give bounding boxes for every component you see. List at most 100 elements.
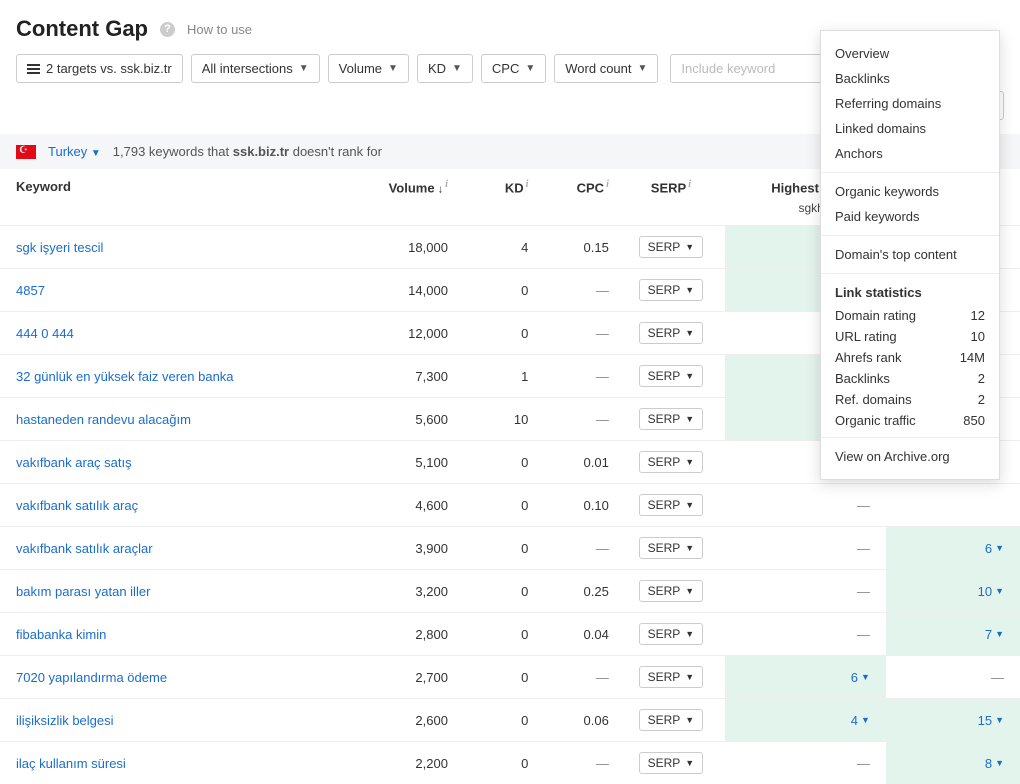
serp-button[interactable]: SERP▼	[639, 322, 704, 344]
stat-row: Ahrefs rank14M	[821, 347, 999, 368]
keyword-link[interactable]: vakıfbank satılık araçlar	[16, 541, 153, 556]
position-cell-1: —	[725, 742, 886, 784]
stat-row: Backlinks2	[821, 368, 999, 389]
kd-cell: 0	[456, 699, 536, 742]
help-icon[interactable]: ?	[160, 22, 175, 37]
serp-button[interactable]: SERP▼	[639, 666, 704, 688]
keyword-link[interactable]: bakım parası yatan iller	[16, 584, 150, 599]
kd-cell: 0	[456, 656, 536, 699]
keyword-link[interactable]: 4857	[16, 283, 45, 298]
volume-cell: 2,800	[349, 613, 456, 656]
keyword-count-text: 1,793 keywords that ssk.biz.tr doesn't r…	[113, 144, 382, 159]
stat-row: Ref. domains2	[821, 389, 999, 410]
kd-cell: 0	[456, 742, 536, 784]
link-statistics-title: Link statistics	[821, 280, 999, 305]
serp-button[interactable]: SERP▼	[639, 623, 704, 645]
keyword-link[interactable]: 444 0 444	[16, 326, 74, 341]
position-cell-1[interactable]: 4 ▼	[725, 699, 886, 742]
volume-cell: 2,200	[349, 742, 456, 784]
cpc-cell: —	[536, 312, 616, 355]
kd-cell: 0	[456, 312, 536, 355]
table-row: ilaç kullanım süresi2,2000—SERP▼—8 ▼	[0, 742, 1020, 784]
serp-button[interactable]: SERP▼	[639, 494, 704, 516]
volume-cell: 4,600	[349, 484, 456, 527]
stat-row: Organic traffic850	[821, 410, 999, 431]
volume-cell: 2,600	[349, 699, 456, 742]
volume-cell: 14,000	[349, 269, 456, 312]
kd-cell: 0	[456, 484, 536, 527]
position-cell-2[interactable]: 15 ▼	[886, 699, 1020, 742]
view-on-archive[interactable]: View on Archive.org	[821, 444, 999, 469]
dropdown-item[interactable]: Backlinks	[821, 66, 999, 91]
volume-cell: 18,000	[349, 226, 456, 269]
stat-row: Domain rating12	[821, 305, 999, 326]
position-cell-2[interactable]: 7 ▼	[886, 613, 1020, 656]
how-to-use-link[interactable]: How to use	[187, 22, 252, 37]
keyword-link[interactable]: vakıfbank araç satış	[16, 455, 132, 470]
cpc-cell: —	[536, 742, 616, 784]
serp-button[interactable]: SERP▼	[639, 365, 704, 387]
dropdown-item[interactable]: Linked domains	[821, 116, 999, 141]
targets-filter[interactable]: 2 targets vs. ssk.biz.tr	[16, 54, 183, 83]
position-cell-1: —	[725, 527, 886, 570]
table-row: 7020 yapılandırma ödeme2,7000—SERP▼6 ▼—	[0, 656, 1020, 699]
col-serp[interactable]: SERPi	[617, 169, 725, 226]
keyword-link[interactable]: fibabanka kimin	[16, 627, 106, 642]
cpc-cell: 0.10	[536, 484, 616, 527]
cpc-cell: 0.25	[536, 570, 616, 613]
intersections-filter[interactable]: All intersections▼	[191, 54, 320, 83]
position-cell-2	[886, 484, 1020, 527]
page-title: Content Gap	[16, 16, 148, 42]
position-cell-2[interactable]: 8 ▼	[886, 742, 1020, 784]
position-cell-2: —	[886, 656, 1020, 699]
keyword-link[interactable]: 32 günlük en yüksek faiz veren banka	[16, 369, 234, 384]
keyword-link[interactable]: 7020 yapılandırma ödeme	[16, 670, 167, 685]
stat-row: URL rating10	[821, 326, 999, 347]
dropdown-item[interactable]: Domain's top content	[821, 242, 999, 267]
col-kd[interactable]: KDi	[456, 169, 536, 226]
kd-cell: 0	[456, 441, 536, 484]
kd-cell: 0	[456, 613, 536, 656]
kd-cell: 0	[456, 269, 536, 312]
table-row: vakıfbank satılık araç4,60000.10SERP▼—	[0, 484, 1020, 527]
dropdown-item[interactable]: Overview	[821, 41, 999, 66]
cpc-filter[interactable]: CPC▼	[481, 54, 546, 83]
serp-button[interactable]: SERP▼	[639, 752, 704, 774]
serp-button[interactable]: SERP▼	[639, 537, 704, 559]
position-cell-1[interactable]: 6 ▼	[725, 656, 886, 699]
volume-cell: 5,600	[349, 398, 456, 441]
serp-button[interactable]: SERP▼	[639, 709, 704, 731]
dropdown-item[interactable]: Organic keywords	[821, 179, 999, 204]
table-row: bakım parası yatan iller3,20000.25SERP▼—…	[0, 570, 1020, 613]
position-cell-2[interactable]: 10 ▼	[886, 570, 1020, 613]
table-row: ilişiksizlik belgesi 2,60000.06 SERP▼ 4 ▼15…	[0, 699, 1020, 742]
serp-button[interactable]: SERP▼	[639, 279, 704, 301]
cpc-cell: —	[536, 355, 616, 398]
dropdown-item[interactable]: Paid keywords	[821, 204, 999, 229]
col-cpc[interactable]: CPCi	[536, 169, 616, 226]
keyword-link[interactable]: ilaç kullanım süresi	[16, 756, 126, 771]
flag-icon	[16, 145, 36, 159]
country-selector[interactable]: Turkey ▼	[48, 144, 101, 159]
serp-button[interactable]: SERP▼	[639, 236, 704, 258]
volume-cell: 3,200	[349, 570, 456, 613]
dropdown-item[interactable]: Anchors	[821, 141, 999, 166]
kd-filter[interactable]: KD▼	[417, 54, 473, 83]
cpc-cell: 0.06	[536, 699, 616, 742]
position-cell-2[interactable]: 6 ▼	[886, 527, 1020, 570]
keyword-link[interactable]: vakıfbank satılık araç	[16, 498, 138, 513]
dropdown-item[interactable]: Referring domains	[821, 91, 999, 116]
cpc-cell: —	[536, 527, 616, 570]
col-keyword[interactable]: Keyword	[0, 169, 349, 226]
keyword-link[interactable]: hastaneden randevu alacağım	[16, 412, 191, 427]
keyword-link[interactable]: ilişiksizlik belgesi	[16, 713, 114, 728]
wordcount-filter[interactable]: Word count▼	[554, 54, 658, 83]
serp-button[interactable]: SERP▼	[639, 408, 704, 430]
volume-filter[interactable]: Volume▼	[328, 54, 409, 83]
keyword-link[interactable]: sgk işyeri tescil	[16, 240, 103, 255]
serp-button[interactable]: SERP▼	[639, 451, 704, 473]
cpc-cell: 0.15	[536, 226, 616, 269]
serp-button[interactable]: SERP▼	[639, 580, 704, 602]
col-volume[interactable]: Volume ↓i	[349, 169, 456, 226]
position-cell-1: —	[725, 613, 886, 656]
